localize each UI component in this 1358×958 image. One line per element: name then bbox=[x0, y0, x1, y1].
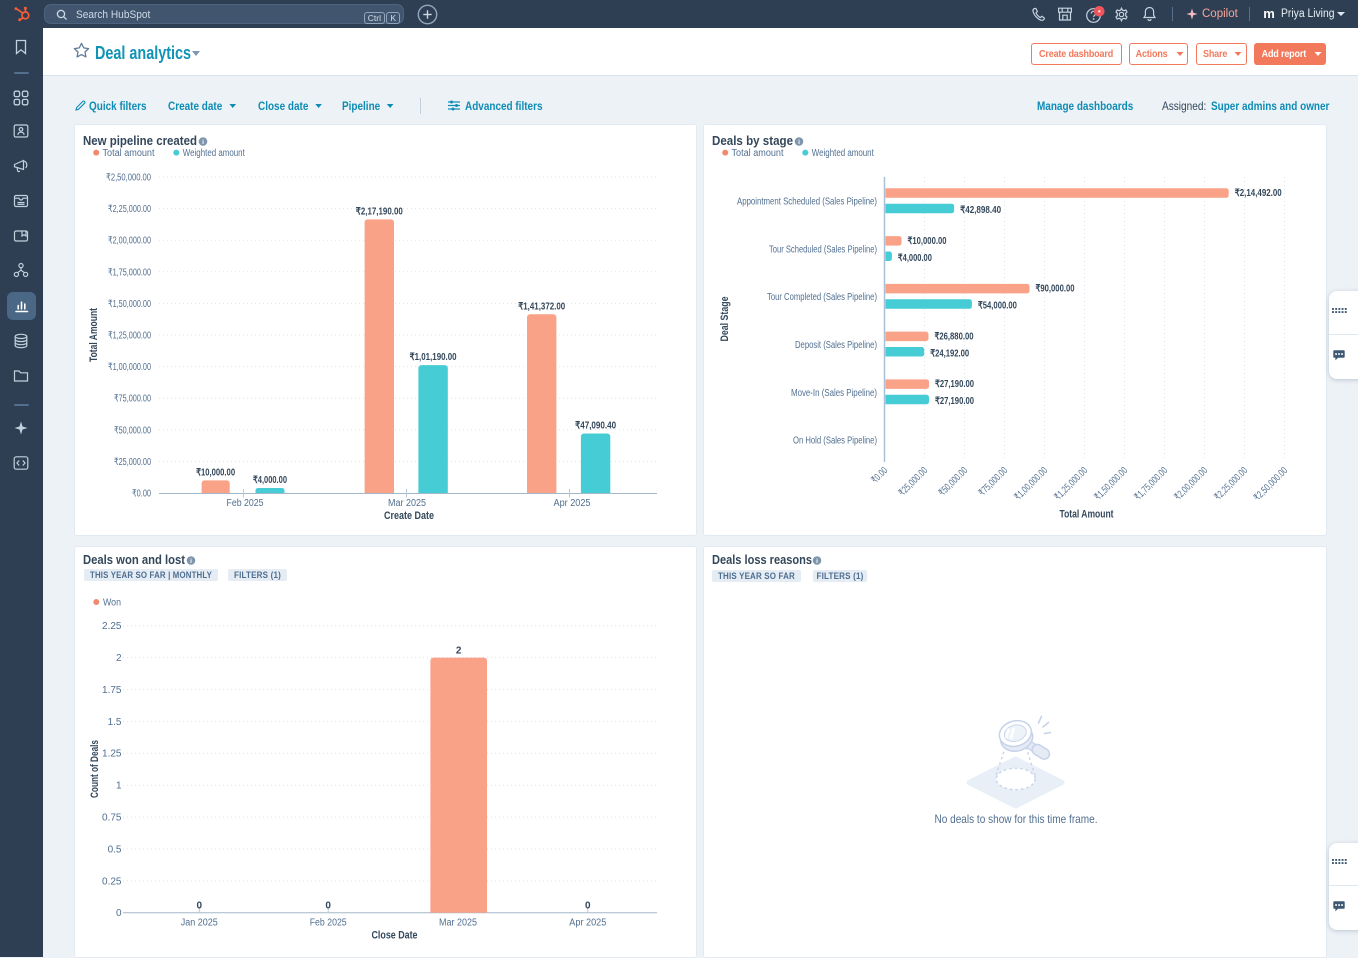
svg-text:₹75,000.00: ₹75,000.00 bbox=[114, 394, 151, 405]
svg-text:Appointment Scheduled (Sales P: Appointment Scheduled (Sales Pipeline) bbox=[737, 197, 877, 208]
svg-text:On Hold (Sales Pipeline): On Hold (Sales Pipeline) bbox=[793, 436, 877, 447]
svg-text:Total Amount: Total Amount bbox=[1060, 509, 1114, 521]
svg-text:Weighted amount: Weighted amount bbox=[183, 148, 245, 159]
svg-text:₹10,000.00: ₹10,000.00 bbox=[908, 236, 947, 247]
svg-text:₹1,75,000.00: ₹1,75,000.00 bbox=[1133, 465, 1171, 503]
svg-text:2: 2 bbox=[116, 653, 122, 664]
svg-text:₹27,190.00: ₹27,190.00 bbox=[935, 396, 974, 407]
svg-text:₹2,14,492.00: ₹2,14,492.00 bbox=[1235, 188, 1282, 199]
svg-text:Feb 2025: Feb 2025 bbox=[310, 918, 347, 929]
svg-text:₹4,000.00: ₹4,000.00 bbox=[898, 253, 932, 264]
svg-text:₹0.00: ₹0.00 bbox=[870, 465, 891, 486]
svg-text:Deals by stage: Deals by stage bbox=[712, 133, 793, 148]
svg-text:₹54,000.00: ₹54,000.00 bbox=[978, 301, 1017, 312]
svg-text:Deal Stage: Deal Stage bbox=[719, 297, 731, 342]
svg-text:₹1,00,000.00: ₹1,00,000.00 bbox=[1013, 465, 1051, 503]
svg-text:0: 0 bbox=[197, 901, 203, 912]
svg-text:₹90,000.00: ₹90,000.00 bbox=[1036, 284, 1075, 295]
svg-text:i: i bbox=[190, 558, 192, 565]
svg-text:1.25: 1.25 bbox=[102, 749, 122, 760]
svg-text:₹1,75,000.00: ₹1,75,000.00 bbox=[108, 267, 151, 278]
svg-text:Total Amount: Total Amount bbox=[88, 308, 100, 362]
svg-text:₹75,000.00: ₹75,000.00 bbox=[977, 465, 1010, 498]
svg-text:Deals won and lost: Deals won and lost bbox=[83, 552, 186, 567]
svg-text:0.25: 0.25 bbox=[102, 876, 122, 887]
svg-text:₹2,00,000.00: ₹2,00,000.00 bbox=[1173, 465, 1211, 503]
svg-text:₹1,01,190.00: ₹1,01,190.00 bbox=[410, 352, 457, 363]
svg-text:₹27,190.00: ₹27,190.00 bbox=[935, 379, 974, 390]
svg-text:Move-In (Sales Pipeline): Move-In (Sales Pipeline) bbox=[791, 388, 877, 399]
svg-text:Mar 2025: Mar 2025 bbox=[439, 918, 477, 929]
svg-text:1: 1 bbox=[116, 781, 122, 792]
svg-text:₹1,00,000.00: ₹1,00,000.00 bbox=[108, 362, 151, 373]
svg-text:₹1,50,000.00: ₹1,50,000.00 bbox=[108, 299, 151, 310]
svg-text:Jan 2025: Jan 2025 bbox=[181, 918, 218, 929]
svg-text:Count of Deals: Count of Deals bbox=[89, 740, 101, 798]
svg-text:0.75: 0.75 bbox=[102, 813, 122, 824]
svg-text:THIS YEAR SO FAR: THIS YEAR SO FAR bbox=[718, 571, 795, 581]
svg-text:New pipeline created: New pipeline created bbox=[83, 133, 197, 148]
svg-text:₹0.00: ₹0.00 bbox=[132, 489, 151, 500]
svg-text:₹25,000.00: ₹25,000.00 bbox=[114, 457, 151, 468]
svg-text:i: i bbox=[202, 139, 204, 146]
svg-text:Tour Scheduled (Sales Pipeline: Tour Scheduled (Sales Pipeline) bbox=[769, 244, 877, 255]
svg-text:₹2,17,190.00: ₹2,17,190.00 bbox=[356, 206, 403, 217]
svg-text:₹1,25,000.00: ₹1,25,000.00 bbox=[108, 331, 151, 342]
svg-text:2: 2 bbox=[456, 646, 462, 657]
svg-text:FILTERS (1): FILTERS (1) bbox=[234, 570, 281, 580]
svg-text:FILTERS (1): FILTERS (1) bbox=[817, 571, 864, 581]
svg-text:Close Date: Close Date bbox=[372, 930, 418, 942]
svg-text:₹10,000.00: ₹10,000.00 bbox=[196, 467, 235, 478]
svg-text:2.25: 2.25 bbox=[102, 621, 122, 632]
svg-text:THIS YEAR SO FAR | MONTHLY: THIS YEAR SO FAR | MONTHLY bbox=[90, 570, 212, 580]
svg-text:₹2,00,000.00: ₹2,00,000.00 bbox=[108, 236, 151, 247]
svg-text:Deals loss reasons: Deals loss reasons bbox=[712, 552, 812, 567]
svg-text:₹25,000.00: ₹25,000.00 bbox=[897, 465, 930, 498]
svg-text:0.5: 0.5 bbox=[108, 844, 122, 855]
svg-text:₹1,25,000.00: ₹1,25,000.00 bbox=[1053, 465, 1091, 503]
svg-text:₹4,000.00: ₹4,000.00 bbox=[253, 475, 287, 486]
svg-text:₹2,25,000.00: ₹2,25,000.00 bbox=[108, 204, 151, 215]
svg-text:Tour Completed (Sales Pipeline: Tour Completed (Sales Pipeline) bbox=[767, 292, 877, 303]
svg-text:Won: Won bbox=[103, 598, 121, 609]
svg-text:i: i bbox=[816, 558, 818, 565]
svg-text:i: i bbox=[798, 139, 800, 146]
svg-text:₹47,090.40: ₹47,090.40 bbox=[575, 421, 616, 432]
svg-text:Mar 2025: Mar 2025 bbox=[388, 498, 426, 509]
svg-text:₹2,50,000.00: ₹2,50,000.00 bbox=[106, 173, 151, 184]
svg-text:₹2,25,000.00: ₹2,25,000.00 bbox=[1213, 465, 1251, 503]
svg-text:Deposit (Sales Pipeline): Deposit (Sales Pipeline) bbox=[795, 340, 877, 351]
svg-text:₹24,192.00: ₹24,192.00 bbox=[930, 348, 969, 359]
svg-text:Apr 2025: Apr 2025 bbox=[554, 498, 591, 509]
svg-text:Create Date: Create Date bbox=[384, 510, 434, 522]
svg-text:₹50,000.00: ₹50,000.00 bbox=[114, 425, 151, 436]
svg-text:No deals to show for this time: No deals to show for this time frame. bbox=[935, 812, 1098, 826]
svg-text:₹2,50,000.00: ₹2,50,000.00 bbox=[1252, 465, 1290, 503]
svg-text:0: 0 bbox=[585, 901, 591, 912]
svg-text:₹1,50,000.00: ₹1,50,000.00 bbox=[1093, 465, 1131, 503]
svg-text:Weighted amount: Weighted amount bbox=[812, 148, 874, 159]
svg-text:Total amount: Total amount bbox=[732, 148, 784, 159]
svg-text:₹1,41,372.00: ₹1,41,372.00 bbox=[518, 301, 565, 312]
svg-text:0: 0 bbox=[116, 908, 122, 919]
svg-text:1.5: 1.5 bbox=[108, 717, 122, 728]
svg-text:Total amount: Total amount bbox=[103, 148, 155, 159]
svg-text:₹26,880.00: ₹26,880.00 bbox=[935, 331, 974, 342]
svg-text:Feb 2025: Feb 2025 bbox=[227, 498, 264, 509]
svg-text:₹42,898.40: ₹42,898.40 bbox=[960, 205, 1001, 216]
svg-text:0: 0 bbox=[325, 901, 331, 912]
svg-text:₹50,000.00: ₹50,000.00 bbox=[937, 465, 970, 498]
svg-text:Apr 2025: Apr 2025 bbox=[569, 918, 606, 929]
svg-text:1.75: 1.75 bbox=[102, 685, 122, 696]
